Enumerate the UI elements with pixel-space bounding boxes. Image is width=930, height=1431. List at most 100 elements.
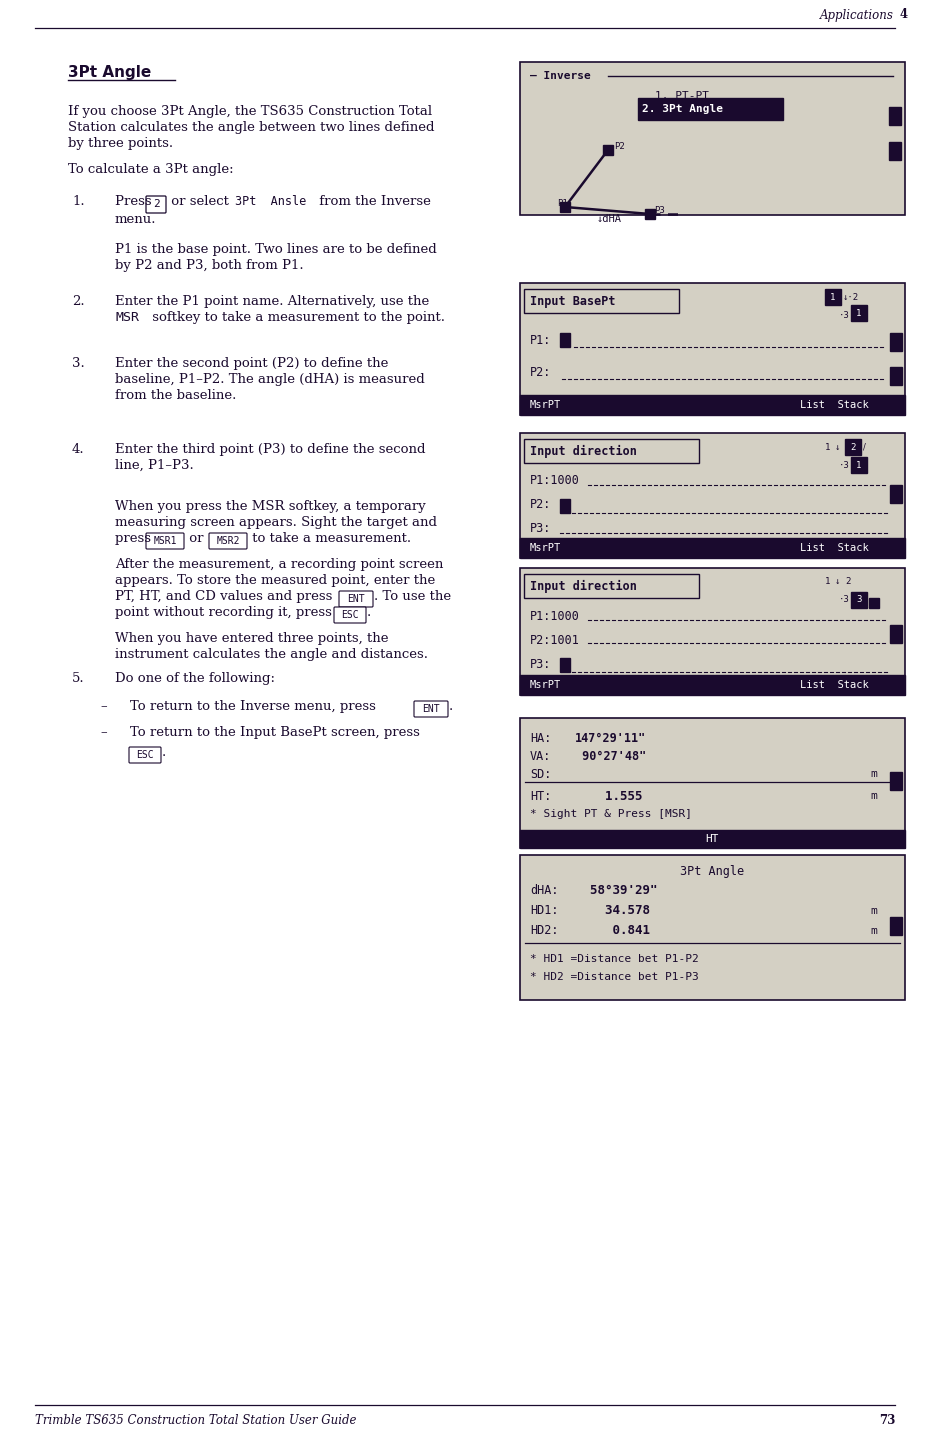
Bar bbox=[845, 439, 861, 455]
Text: 3: 3 bbox=[857, 595, 862, 604]
Text: 58°39'29": 58°39'29" bbox=[575, 884, 658, 897]
Text: to take a measurement.: to take a measurement. bbox=[248, 532, 411, 545]
Text: –: – bbox=[100, 700, 107, 713]
Text: After the measurement, a recording point screen: After the measurement, a recording point… bbox=[115, 558, 444, 571]
Text: ·3: ·3 bbox=[839, 311, 850, 319]
Text: m: m bbox=[870, 768, 877, 778]
Text: or: or bbox=[185, 532, 207, 545]
Text: * Sight PT & Press [MSR]: * Sight PT & Press [MSR] bbox=[530, 809, 692, 819]
Text: P3: P3 bbox=[654, 206, 665, 215]
FancyBboxPatch shape bbox=[524, 439, 699, 464]
Text: menu.: menu. bbox=[115, 213, 156, 226]
Text: P2:1001: P2:1001 bbox=[530, 634, 580, 647]
Text: 73: 73 bbox=[879, 1414, 895, 1427]
Text: MSR: MSR bbox=[115, 311, 139, 323]
Bar bbox=[890, 917, 902, 934]
Text: from the Inverse: from the Inverse bbox=[315, 195, 431, 207]
Bar bbox=[645, 209, 655, 219]
Bar bbox=[638, 97, 783, 120]
Text: 1.: 1. bbox=[72, 195, 85, 207]
Text: m: m bbox=[870, 906, 877, 916]
Text: Enter the P1 point name. Alternatively, use the: Enter the P1 point name. Alternatively, … bbox=[115, 295, 430, 308]
Text: baseline, P1–P2. The angle (dHA) is measured: baseline, P1–P2. The angle (dHA) is meas… bbox=[115, 373, 425, 386]
Text: 90°27'48": 90°27'48" bbox=[575, 750, 646, 763]
Text: softkey to take a measurement to the point.: softkey to take a measurement to the poi… bbox=[148, 311, 445, 323]
Text: 0.841: 0.841 bbox=[575, 924, 650, 937]
Text: HD2:: HD2: bbox=[530, 924, 559, 937]
Text: 3Pt  Ansle: 3Pt Ansle bbox=[235, 195, 306, 207]
Text: P1:1000: P1:1000 bbox=[530, 610, 580, 622]
Bar bbox=[889, 107, 901, 124]
Text: 1: 1 bbox=[830, 292, 836, 302]
Text: HT:: HT: bbox=[530, 790, 551, 803]
Text: 2. 3Pt Angle: 2. 3Pt Angle bbox=[642, 104, 723, 114]
Text: SD:: SD: bbox=[530, 767, 551, 780]
Text: To return to the Input BasePt screen, press: To return to the Input BasePt screen, pr… bbox=[130, 726, 419, 738]
Text: MsrPT: MsrPT bbox=[530, 542, 561, 552]
Bar bbox=[851, 456, 867, 474]
Text: instrument calculates the angle and distances.: instrument calculates the angle and dist… bbox=[115, 648, 428, 661]
Text: ESC: ESC bbox=[341, 610, 359, 620]
Text: P1: P1 bbox=[557, 199, 567, 207]
Text: .: . bbox=[449, 700, 453, 713]
Text: MsrPT: MsrPT bbox=[530, 680, 561, 690]
Text: by three points.: by three points. bbox=[68, 137, 173, 150]
Text: Station calculates the angle between two lines defined: Station calculates the angle between two… bbox=[68, 122, 434, 135]
Text: P3:: P3: bbox=[530, 398, 551, 412]
Text: 1.555: 1.555 bbox=[575, 790, 643, 803]
Text: When you press the MSR softkey, a temporary: When you press the MSR softkey, a tempor… bbox=[115, 499, 426, 512]
Text: — Inverse: — Inverse bbox=[530, 72, 591, 82]
Text: List  Stack: List Stack bbox=[800, 542, 869, 552]
Text: press: press bbox=[115, 532, 155, 545]
Text: ↓: ↓ bbox=[835, 442, 841, 452]
FancyBboxPatch shape bbox=[334, 607, 366, 622]
Text: measuring screen appears. Sight the target and: measuring screen appears. Sight the targ… bbox=[115, 517, 437, 529]
Bar bbox=[520, 675, 905, 695]
Bar bbox=[560, 658, 570, 673]
Text: 2: 2 bbox=[850, 442, 856, 452]
FancyBboxPatch shape bbox=[146, 532, 184, 550]
Text: 2: 2 bbox=[845, 578, 850, 587]
Bar bbox=[851, 592, 867, 608]
Text: Applications: Applications bbox=[820, 9, 894, 21]
Text: * HD2 =Distance bet P1-P3: * HD2 =Distance bet P1-P3 bbox=[530, 972, 698, 982]
Text: Trimble TS635 Construction Total Station User Guide: Trimble TS635 Construction Total Station… bbox=[35, 1414, 356, 1427]
Text: –: – bbox=[100, 726, 107, 738]
Bar bbox=[889, 142, 901, 160]
Text: P2:: P2: bbox=[530, 498, 551, 511]
Bar bbox=[890, 771, 902, 790]
Text: ↓: ↓ bbox=[835, 578, 841, 587]
Bar bbox=[520, 568, 905, 695]
Text: 147°29'11": 147°29'11" bbox=[575, 731, 646, 744]
Bar bbox=[851, 305, 867, 321]
Text: P1 is the base point. Two lines are to be defined: P1 is the base point. Two lines are to b… bbox=[115, 243, 437, 256]
FancyBboxPatch shape bbox=[146, 196, 166, 213]
Bar bbox=[520, 395, 905, 415]
Text: P3:: P3: bbox=[530, 657, 551, 671]
Bar bbox=[825, 289, 841, 305]
Bar bbox=[890, 625, 902, 643]
Text: 34.578: 34.578 bbox=[575, 904, 650, 917]
Text: HA:: HA: bbox=[530, 731, 551, 744]
Text: 2.: 2. bbox=[72, 295, 85, 308]
Text: HT: HT bbox=[705, 834, 719, 844]
Text: Press: Press bbox=[115, 195, 156, 207]
Text: 3.: 3. bbox=[72, 356, 85, 371]
Text: ENT: ENT bbox=[347, 594, 365, 604]
Text: Input direction: Input direction bbox=[530, 445, 637, 458]
Text: HD1:: HD1: bbox=[530, 904, 559, 917]
Text: ESC: ESC bbox=[136, 750, 153, 760]
Text: VA:: VA: bbox=[530, 750, 551, 763]
Bar bbox=[520, 538, 905, 558]
Bar bbox=[890, 366, 902, 385]
Text: 3Pt Angle: 3Pt Angle bbox=[68, 64, 152, 80]
Text: m: m bbox=[870, 926, 877, 936]
Text: Enter the third point (P3) to define the second: Enter the third point (P3) to define the… bbox=[115, 444, 426, 456]
Text: m: m bbox=[870, 791, 877, 801]
FancyBboxPatch shape bbox=[414, 701, 448, 717]
Text: 3Pt Angle: 3Pt Angle bbox=[680, 864, 744, 877]
Text: PT, HT, and CD values and press: PT, HT, and CD values and press bbox=[115, 590, 337, 602]
Text: ENT: ENT bbox=[422, 704, 440, 714]
Text: To calculate a 3Pt angle:: To calculate a 3Pt angle: bbox=[68, 163, 233, 176]
Text: by P2 and P3, both from P1.: by P2 and P3, both from P1. bbox=[115, 259, 303, 272]
